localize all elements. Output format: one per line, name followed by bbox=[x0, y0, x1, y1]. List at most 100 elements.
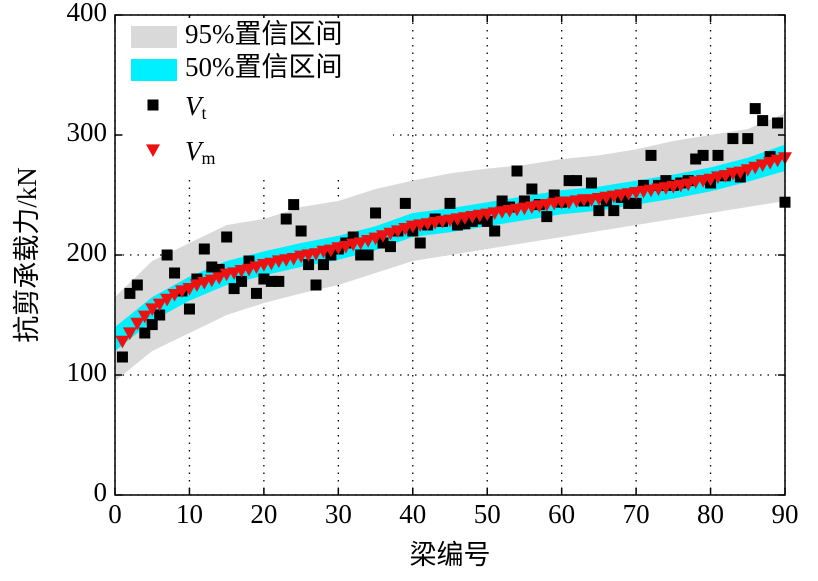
x-tick-label: 40 bbox=[399, 499, 426, 529]
data-point bbox=[160, 293, 175, 307]
x-tick-label: 0 bbox=[108, 499, 122, 529]
data-point bbox=[139, 327, 151, 339]
data-point bbox=[518, 195, 530, 207]
data-point bbox=[511, 165, 523, 177]
data-point bbox=[361, 235, 376, 248]
data-point bbox=[748, 161, 763, 175]
data-point bbox=[303, 259, 315, 271]
y-tick-label: 400 bbox=[67, 0, 108, 27]
data-point bbox=[444, 197, 456, 209]
data-point bbox=[749, 103, 761, 115]
data-point bbox=[414, 237, 426, 249]
legend-label: 50%置信区间 bbox=[185, 52, 343, 82]
data-point bbox=[703, 173, 718, 187]
data-point bbox=[191, 273, 203, 285]
data-point bbox=[772, 117, 784, 129]
y-tick-label: 300 bbox=[67, 117, 108, 147]
data-point bbox=[718, 170, 733, 183]
data-point bbox=[236, 275, 248, 287]
data-point bbox=[146, 319, 158, 331]
data-point bbox=[212, 272, 227, 285]
x-tick-label: 90 bbox=[772, 499, 799, 529]
data-point bbox=[115, 335, 130, 349]
data-point bbox=[213, 263, 225, 275]
data-point bbox=[273, 275, 285, 287]
y-tick-label: 0 bbox=[94, 477, 108, 507]
data-point bbox=[288, 199, 300, 211]
data-point bbox=[175, 285, 189, 298]
data-point bbox=[697, 149, 709, 161]
data-point bbox=[145, 303, 160, 316]
data-point bbox=[137, 310, 152, 324]
data-point bbox=[398, 223, 413, 236]
data-point bbox=[496, 195, 508, 207]
legend-label: 95%置信区间 bbox=[185, 19, 343, 49]
data-point bbox=[242, 263, 256, 277]
data-point bbox=[377, 237, 389, 249]
data-point bbox=[206, 261, 218, 273]
data-point bbox=[755, 159, 770, 172]
legend-swatch bbox=[131, 59, 177, 81]
x-tick-label: 50 bbox=[474, 499, 501, 529]
data-point bbox=[353, 237, 368, 250]
legend-swatch bbox=[131, 26, 177, 48]
data-point bbox=[645, 149, 657, 161]
data-point bbox=[355, 249, 367, 261]
x-tick-label: 30 bbox=[325, 499, 352, 529]
data-point bbox=[733, 166, 748, 180]
data-point bbox=[243, 255, 255, 267]
data-point bbox=[368, 232, 383, 246]
y-axis-label: 抗剪承载力/kN bbox=[12, 167, 42, 343]
legend-marker bbox=[147, 99, 159, 111]
data-point bbox=[390, 225, 405, 238]
legend-marker bbox=[146, 144, 160, 157]
data-point bbox=[690, 153, 702, 165]
data-point bbox=[154, 309, 166, 321]
data-point bbox=[286, 253, 301, 266]
data-point bbox=[362, 249, 374, 261]
x-tick-label: 60 bbox=[548, 499, 575, 529]
data-point bbox=[489, 225, 501, 237]
data-point bbox=[681, 178, 696, 192]
data-point bbox=[526, 183, 538, 195]
x-axis-label: 梁编号 bbox=[410, 540, 491, 570]
data-point bbox=[169, 267, 181, 279]
data-point bbox=[623, 197, 635, 209]
data-point bbox=[399, 197, 411, 209]
data-point bbox=[763, 157, 778, 170]
data-point bbox=[264, 257, 279, 271]
data-point bbox=[197, 277, 212, 290]
data-point bbox=[541, 211, 553, 223]
x-tick-label: 20 bbox=[250, 499, 277, 529]
x-tick-label: 10 bbox=[176, 499, 203, 529]
data-point bbox=[323, 244, 338, 258]
data-point bbox=[228, 283, 240, 295]
data-point bbox=[116, 351, 128, 363]
data-point bbox=[258, 273, 270, 285]
data-point bbox=[630, 197, 642, 209]
data-point bbox=[370, 207, 382, 219]
data-point bbox=[152, 298, 167, 312]
data-point bbox=[182, 283, 197, 296]
data-point bbox=[740, 164, 755, 177]
legend-label: Vt bbox=[185, 91, 207, 123]
data-point bbox=[265, 275, 277, 287]
data-point bbox=[227, 267, 242, 280]
data-point bbox=[608, 205, 620, 217]
data-point bbox=[383, 227, 398, 241]
data-point bbox=[198, 243, 210, 255]
data-point bbox=[183, 303, 195, 315]
data-point bbox=[571, 175, 583, 187]
x-tick-label: 70 bbox=[623, 499, 650, 529]
data-point bbox=[757, 115, 769, 127]
data-point bbox=[770, 154, 785, 168]
data-point bbox=[280, 213, 292, 225]
data-point bbox=[712, 149, 724, 161]
data-point bbox=[249, 261, 264, 274]
data-point bbox=[122, 327, 137, 340]
data-point bbox=[338, 241, 353, 254]
data-point bbox=[310, 279, 322, 291]
y-tick-label: 200 bbox=[67, 237, 108, 267]
